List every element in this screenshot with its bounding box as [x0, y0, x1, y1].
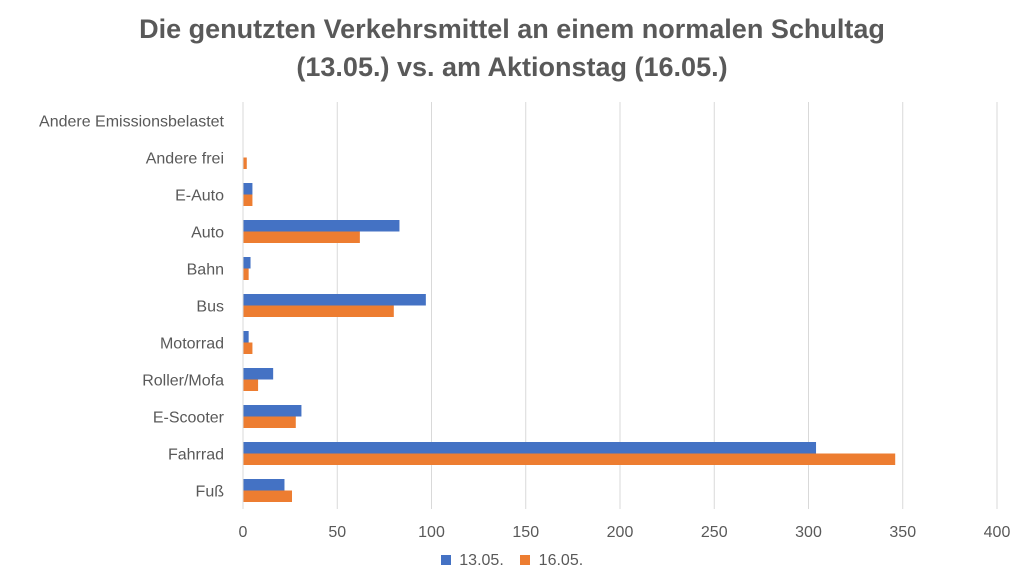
legend: 13.05. 16.05. — [0, 552, 1024, 570]
x-tick-label-400: 400 — [984, 524, 1011, 541]
chart-title: Die genutzten Verkehrsmittel an einem no… — [40, 10, 984, 86]
x-tick-label-100: 100 — [418, 524, 445, 541]
x-tick-label-200: 200 — [607, 524, 634, 541]
legend-swatch-13-05 — [440, 554, 451, 565]
y-category-label-bus: Bus — [196, 299, 224, 316]
x-tick-label-250: 250 — [701, 524, 728, 541]
x-tick-label-300: 300 — [795, 524, 822, 541]
chart-title-line-1: Die genutzten Verkehrsmittel an einem no… — [139, 14, 885, 44]
bar-16-05-motorrad — [243, 342, 253, 354]
legend-item-13-05: 13.05. — [440, 552, 504, 570]
bar-13-05-e-auto — [243, 183, 253, 195]
y-category-label-fuß: Fuß — [196, 484, 225, 501]
bar-13-05-e-scooter — [243, 405, 302, 417]
bar-13-05-roller-mofa — [243, 368, 274, 380]
x-tick-label-50: 50 — [328, 524, 346, 541]
y-category-label-motorrad: Motorrad — [160, 336, 224, 353]
y-category-label-fahrrad: Fahrrad — [168, 447, 224, 464]
y-category-label-bahn: Bahn — [187, 262, 224, 279]
bar-16-05-bus — [243, 305, 394, 317]
bar-13-05-fahrrad — [243, 442, 817, 454]
bar-16-05-bahn — [243, 268, 249, 280]
y-category-label-e-scooter: E-Scooter — [153, 410, 225, 427]
legend-label-13-05: 13.05. — [459, 552, 504, 569]
x-tick-label-150: 150 — [512, 524, 539, 541]
bar-16-05-e-scooter — [243, 416, 296, 428]
bar-16-05-e-auto — [243, 194, 253, 206]
legend-label-16-05: 16.05. — [538, 552, 584, 569]
x-tick-label-350: 350 — [889, 524, 916, 541]
bar-13-05-auto — [243, 220, 400, 232]
bar-13-05-bahn — [243, 257, 251, 269]
bar-13-05-motorrad — [243, 331, 249, 343]
y-category-label-andere-emissionsbelastet: Andere Emissionsbelastet — [39, 114, 225, 131]
bar-13-05-bus — [243, 294, 426, 306]
bar-13-05-fuß — [243, 479, 285, 491]
legend-item-16-05: 16.05. — [520, 552, 583, 570]
bar-16-05-andere-frei — [243, 157, 247, 169]
bar-16-05-fahrrad — [243, 453, 896, 465]
bar-16-05-auto — [243, 231, 360, 243]
bar-16-05-roller-mofa — [243, 379, 259, 391]
y-category-label-auto: Auto — [191, 225, 224, 242]
y-category-label-andere-frei: Andere frei — [146, 151, 224, 168]
y-category-label-roller-mofa: Roller/Mofa — [142, 373, 224, 390]
bar-16-05-fuß — [243, 490, 293, 502]
chart-title-line-2: (13.05.) vs. am Aktionstag (16.05.) — [296, 52, 728, 82]
x-tick-label-0: 0 — [239, 524, 248, 541]
legend-swatch-16-05 — [520, 554, 531, 565]
y-category-label-e-auto: E-Auto — [175, 188, 224, 205]
